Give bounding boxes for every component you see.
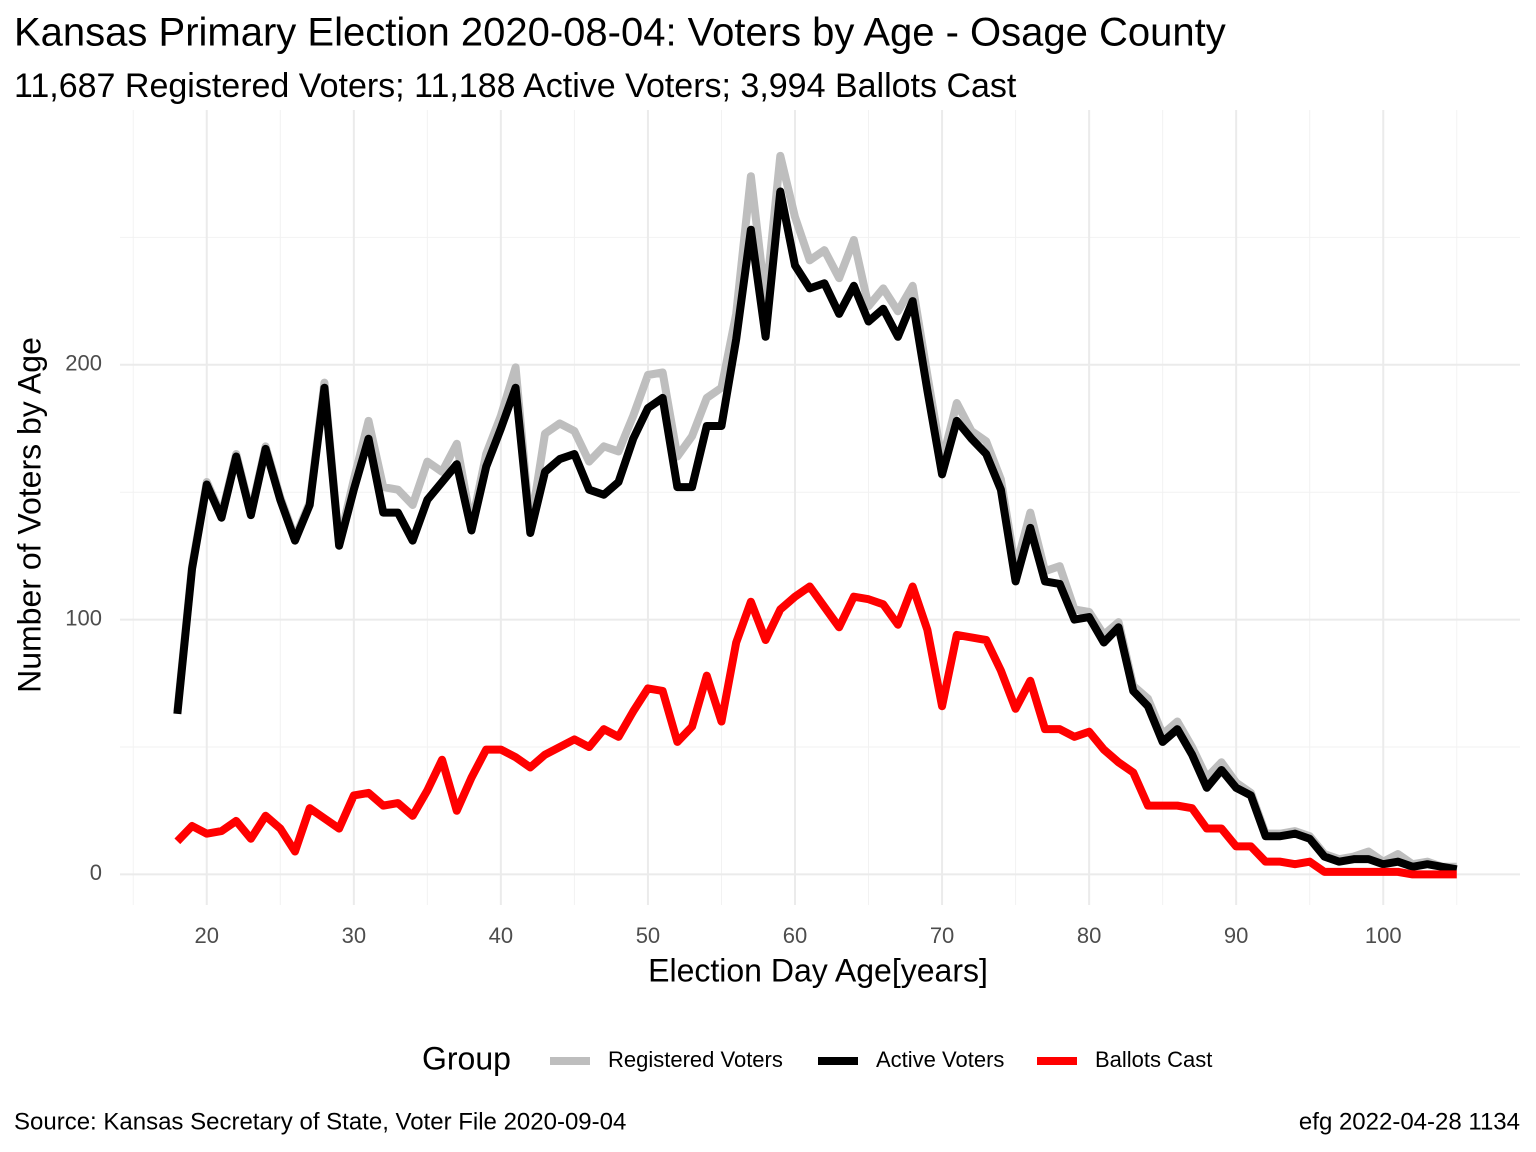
y-tick-label: 100 — [65, 605, 102, 630]
caption-left: Source: Kansas Secretary of State, Voter… — [14, 1108, 626, 1135]
series-line — [173, 187, 1458, 874]
legend-label: Ballots Cast — [1095, 1047, 1212, 1072]
series-line — [174, 582, 1457, 879]
x-tick-label: 60 — [783, 923, 807, 948]
y-axis-label: Number of Voters by Age — [11, 337, 47, 693]
legend-title: Group — [422, 1040, 511, 1076]
series-line — [173, 151, 1457, 871]
chart-title: Kansas Primary Election 2020-08-04: Vote… — [14, 11, 1226, 55]
x-tick-label: 80 — [1077, 923, 1101, 948]
legend-label: Registered Voters — [608, 1047, 783, 1072]
x-tick-label: 20 — [195, 923, 219, 948]
x-tick-label: 70 — [930, 923, 954, 948]
x-tick-label: 40 — [489, 923, 513, 948]
y-tick-label: 200 — [65, 351, 102, 376]
y-tick-label: 0 — [90, 860, 102, 885]
x-tick-label: 30 — [342, 923, 366, 948]
x-axis-label: Election Day Age[years] — [648, 952, 988, 988]
caption-right: efg 2022-04-28 1134 — [1299, 1108, 1520, 1135]
x-tick-label: 90 — [1224, 923, 1248, 948]
x-tick-label: 100 — [1365, 923, 1402, 948]
chart-subtitle: 11,687 Registered Voters; 11,188 Active … — [14, 67, 1017, 105]
x-tick-label: 50 — [636, 923, 660, 948]
legend-label: Active Voters — [876, 1047, 1004, 1072]
